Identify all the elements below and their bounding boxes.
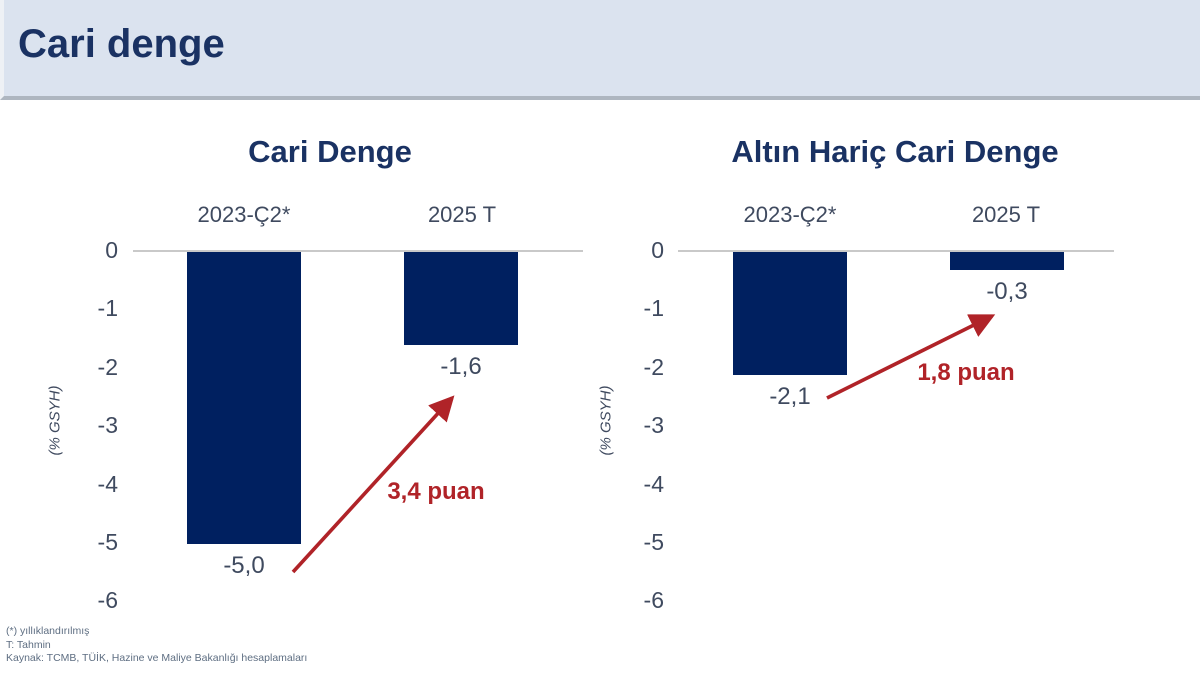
y-tick-3: -3	[97, 412, 118, 438]
footnotes: (*) yıllıklandırılmış T: Tahmin Kaynak: …	[6, 625, 307, 666]
improvement-arrow-icon	[826, 314, 996, 400]
y-tick-5: -5	[97, 529, 118, 555]
y-tick-5: -5	[643, 529, 664, 555]
slide-header: Cari denge	[0, 0, 1200, 100]
chart-cari-denge: Cari Denge 2023-Ç2* 2025 T 0 -1 -2 -3 -4…	[0, 104, 600, 635]
y-tick-0: 0	[651, 237, 664, 263]
category-label-2023: 2023-Ç2*	[743, 202, 837, 227]
bar-value-2023: -5,0	[223, 552, 265, 579]
bar-column-2023: -5,0	[187, 252, 301, 580]
y-tick-1: -1	[97, 295, 118, 321]
bar-column-2025: -1,6	[404, 252, 518, 381]
slide-title: Cari denge	[18, 22, 225, 66]
chart-altin-haric-cari-denge: Altın Hariç Cari Denge 2023-Ç2* 2025 T 0…	[597, 104, 1200, 635]
bar-value-2023: -2,1	[769, 383, 811, 410]
y-tick-4: -4	[643, 471, 664, 497]
bar-2025	[950, 252, 1064, 270]
category-label-2023: 2023-Ç2*	[197, 202, 291, 227]
footnote-source: Kaynak: TCMB, TÜİK, Hazine ve Maliye Bak…	[6, 652, 308, 664]
zero-axis-line	[133, 250, 583, 252]
bar-2023	[733, 252, 847, 375]
chart-title: Altın Hariç Cari Denge	[731, 134, 1059, 169]
zero-axis-line	[678, 250, 1114, 252]
y-tick-1: -1	[643, 295, 664, 321]
bar-value-2025: -1,6	[440, 353, 482, 380]
footnote-forecast: T: Tahmin	[6, 638, 51, 651]
y-tick-6: -6	[643, 587, 664, 613]
y-tick-3: -3	[643, 412, 664, 438]
y-tick-2: -2	[643, 354, 664, 380]
y-axis-label: (% GSYH)	[46, 385, 64, 456]
footnote-annualized: (*) yıllıklandırılmış	[6, 625, 90, 637]
category-label-2025: 2025 T	[971, 202, 1041, 227]
y-tick-2: -2	[97, 354, 118, 380]
y-axis-label: (% GSYH)	[597, 385, 615, 456]
y-tick-4: -4	[97, 471, 118, 497]
bar-column-2023: -2,1	[733, 252, 847, 411]
bar-2023	[187, 252, 301, 544]
bar-value-2025: -0,3	[986, 278, 1028, 305]
bar-2025	[404, 252, 518, 345]
y-tick-0: 0	[105, 237, 118, 263]
bar-column-2025: -0,3	[950, 252, 1064, 306]
annotation-puan: 3,4 puan	[387, 478, 485, 505]
annotation-puan: 1,8 puan	[917, 359, 1015, 386]
y-tick-6: -6	[97, 587, 118, 613]
category-label-2025: 2025 T	[427, 202, 497, 227]
chart-title: Cari Denge	[248, 134, 412, 169]
